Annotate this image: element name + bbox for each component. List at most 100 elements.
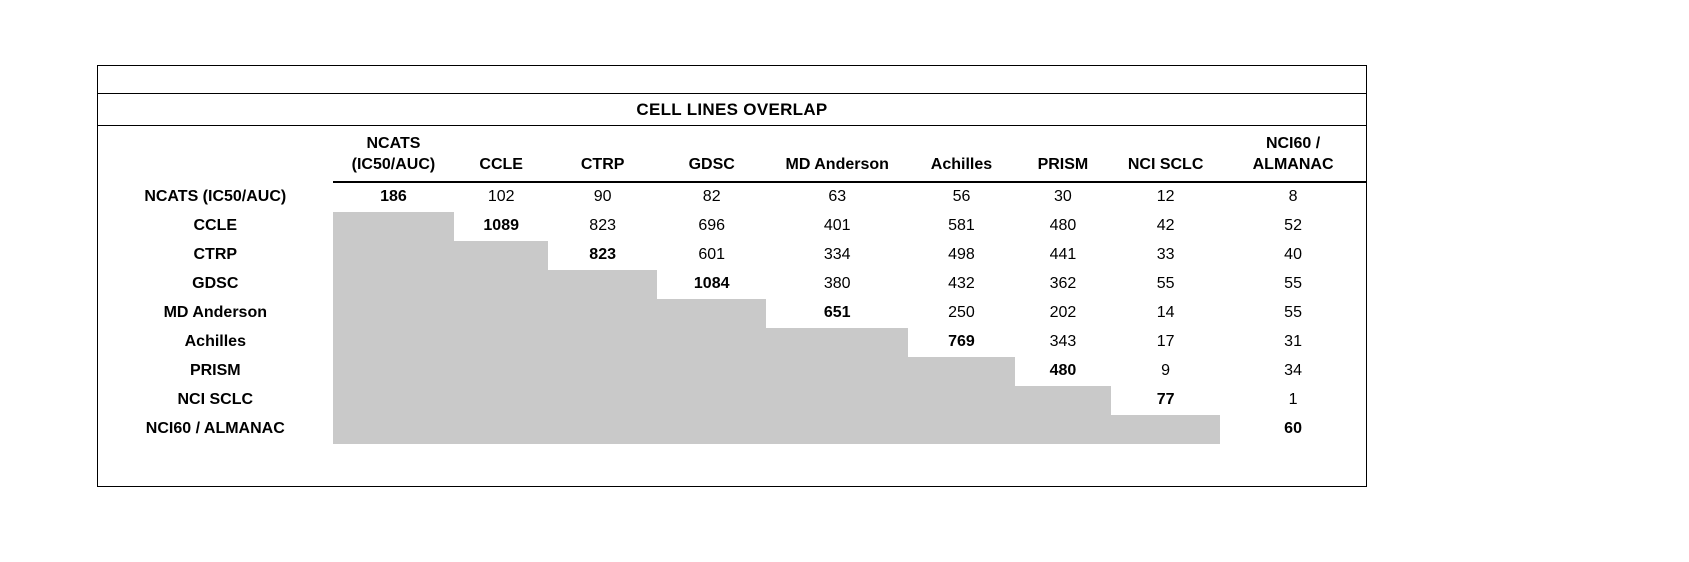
- row-label: NCATS (IC50/AUC): [144, 187, 287, 205]
- shaded-cell: [766, 385, 909, 415]
- column-header: NCI SCLC: [1111, 126, 1221, 183]
- shaded-cell: [908, 385, 1015, 415]
- column-header: PRISM: [1014, 126, 1112, 183]
- matrix-cell: 696: [698, 217, 726, 235]
- matrix-cell: 202: [1049, 304, 1077, 322]
- matrix-body: NCATS (IC50/AUC) 186 102 90 82 63 56 30 12 8 CCLE 1…: [98, 182, 1366, 444]
- matrix-cell: 55: [1156, 275, 1175, 293]
- matrix-cell: 651: [823, 304, 851, 322]
- shaded-cell: [908, 414, 1015, 444]
- matrix-cell: 334: [823, 246, 851, 264]
- matrix-cell: 480: [1049, 217, 1077, 235]
- matrix-cell: 441: [1049, 246, 1077, 264]
- shaded-cell: [332, 298, 455, 328]
- shaded-cell: [1014, 385, 1112, 415]
- row-label: Achilles: [184, 333, 246, 351]
- table-row: CTRP 823 601 334 498 441 33 40: [98, 240, 1366, 270]
- column-header-line: MD Anderson: [785, 155, 889, 173]
- shaded-cell: [332, 414, 455, 444]
- shaded-cell: [332, 327, 455, 357]
- matrix-cell: 17: [1156, 333, 1175, 351]
- shaded-cell: [766, 414, 909, 444]
- overlap-matrix: NCATS (IC50/AUC) CCLE CTRP GDSC MD Anderson Ac…: [98, 126, 1366, 444]
- matrix-cell: 52: [1284, 217, 1302, 235]
- shaded-cell: [332, 211, 455, 241]
- matrix-cell: 90: [593, 188, 612, 206]
- row-label: NCI60 / ALMANAC: [145, 420, 285, 438]
- matrix-cell: 77: [1156, 391, 1175, 409]
- shaded-cell: [454, 356, 549, 386]
- shaded-cell: [454, 240, 549, 270]
- matrix-cell: 480: [1049, 362, 1077, 380]
- matrix-cell: 362: [1049, 275, 1077, 293]
- shaded-cell: [454, 327, 549, 357]
- table-row: NCATS (IC50/AUC) 186 102 90 82 63 56 30 12 8: [98, 182, 1366, 212]
- column-header: Achilles: [908, 126, 1015, 183]
- row-label: GDSC: [192, 275, 239, 293]
- column-header: NCATS (IC50/AUC): [332, 126, 455, 183]
- column-header: MD Anderson: [766, 126, 909, 183]
- shaded-cell: [548, 298, 658, 328]
- matrix-cell: 380: [823, 275, 851, 293]
- matrix-cell: 186: [380, 188, 407, 206]
- shaded-cell: [454, 385, 549, 415]
- table-row: CCLE 1089 823 696 401 581 480 42 52: [98, 211, 1366, 241]
- shaded-cell: [657, 385, 767, 415]
- table-title: CELL LINES OVERLAP: [98, 94, 1366, 126]
- shaded-cell: [332, 385, 455, 415]
- row-label: PRISM: [189, 362, 241, 380]
- matrix-cell: 12: [1156, 188, 1175, 206]
- matrix-cell: 581: [948, 217, 975, 235]
- shaded-cell: [548, 356, 658, 386]
- column-header-line: GDSC: [688, 155, 735, 173]
- column-header-line: NCI60 /: [1265, 135, 1321, 152]
- shaded-cell: [454, 298, 549, 328]
- shaded-cell: [548, 414, 658, 444]
- matrix-cell: 30: [1054, 188, 1072, 206]
- matrix-cell: 60: [1284, 420, 1302, 438]
- matrix-cell: 40: [1284, 246, 1302, 264]
- matrix-cell: 63: [828, 188, 847, 206]
- corner-cell: [98, 126, 333, 182]
- column-header: CTRP: [548, 126, 658, 183]
- matrix-cell: 55: [1284, 304, 1302, 322]
- matrix-cell: 343: [1049, 333, 1077, 351]
- matrix-cell: 432: [948, 275, 975, 293]
- table-row: Achilles 769 343 17 31: [98, 327, 1366, 357]
- matrix-cell: 823: [589, 217, 616, 235]
- matrix-cell: 601: [698, 246, 726, 264]
- row-label: CTRP: [193, 246, 238, 264]
- shaded-cell: [454, 414, 549, 444]
- column-header-line: (IC50/AUC): [351, 155, 436, 173]
- column-header: CCLE: [454, 126, 549, 183]
- row-label: MD Anderson: [163, 304, 267, 322]
- column-header-line: PRISM: [1037, 155, 1089, 173]
- table-row: MD Anderson 651 250 202 14 55: [98, 298, 1366, 328]
- header-row: NCATS (IC50/AUC) CCLE CTRP GDSC MD Anderson Ac…: [98, 126, 1366, 183]
- matrix-cell: 1084: [693, 275, 730, 293]
- shaded-cell: [332, 269, 455, 299]
- column-header-line: ALMANAC: [1252, 155, 1334, 173]
- shaded-cell: [657, 327, 767, 357]
- matrix-cell: 498: [948, 246, 975, 264]
- table-row: NCI SCLC 77 1: [98, 385, 1366, 415]
- top-empty-band: [98, 66, 1366, 94]
- column-header: GDSC: [657, 126, 767, 183]
- shaded-cell: [1111, 414, 1221, 444]
- column-header-line: Achilles: [930, 155, 993, 173]
- matrix-cell: 1089: [483, 217, 519, 235]
- matrix-cell: 8: [1288, 188, 1298, 206]
- matrix-cell: 9: [1161, 362, 1171, 380]
- shaded-cell: [332, 240, 455, 270]
- matrix-cell: 102: [487, 188, 515, 206]
- matrix-cell: 82: [702, 188, 721, 206]
- shaded-cell: [657, 356, 767, 386]
- matrix-header-row: NCATS (IC50/AUC) CCLE CTRP GDSC MD Anderson Ac…: [98, 126, 1366, 183]
- matrix-cell: 34: [1284, 362, 1302, 380]
- shaded-cell: [908, 356, 1015, 386]
- column-header-line: CTRP: [580, 155, 625, 173]
- shaded-cell: [657, 298, 767, 328]
- matrix-cell: 42: [1156, 217, 1175, 235]
- column-header-line: NCATS: [366, 135, 421, 152]
- column-header-line: NCI SCLC: [1127, 155, 1204, 173]
